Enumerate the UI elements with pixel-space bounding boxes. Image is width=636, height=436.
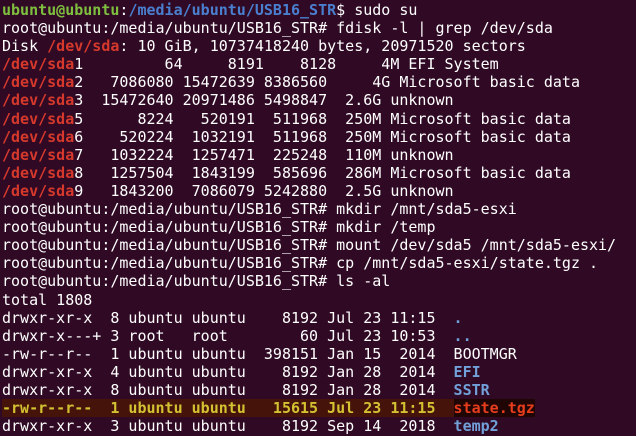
grep-match: /dev/sda (2, 181, 75, 200)
partition-fields: 1 64 8191 8128 4M EFI System (74, 55, 499, 74)
grep-match: /dev/sda (47, 37, 120, 56)
grep-match: /dev/sda (2, 55, 75, 74)
cwd-path: /media/ubuntu/USB16_STR (128, 1, 337, 19)
file-attributes: drwxr-xr-x 3 ubuntu ubuntu 8192 Sep 14 2… (2, 417, 454, 436)
dir-name: temp2 (453, 417, 499, 436)
file-attributes: -rw-r--r-- 1 ubuntu ubuntu 398151 Jan 15… (2, 344, 517, 363)
grep-match: /dev/sda (2, 109, 75, 128)
file-attributes: drwxr-xr-x 8 ubuntu ubuntu 8192 Jan 28 2… (2, 380, 454, 399)
partition-sda1: /dev/sda1 64 8191 8128 4M EFI System (2, 55, 636, 73)
partition-sda8: /dev/sda8 1257504 1843199 585696 286M Mi… (2, 164, 636, 182)
partition-fields: 9 1843200 7086079 5242880 2.5G unknown (74, 181, 454, 200)
command-text: root@ubuntu:/media/ubuntu/USB16_STR# ls … (2, 272, 391, 291)
dir-name: SSTR (453, 380, 490, 399)
dir-name: . (453, 308, 463, 327)
partition-sda3: /dev/sda3 15472640 20971486 5498847 2.6G… (2, 91, 636, 109)
ls-row-dot: drwxr-xr-x 8 ubuntu ubuntu 8192 Jul 23 1… (2, 309, 636, 327)
disk-info: Disk /dev/sda: 10 GiB, 10737418240 bytes… (2, 37, 636, 55)
command-text: root@ubuntu:/media/ubuntu/USB16_STR# cp … (2, 254, 599, 273)
ls-row-sstr: drwxr-xr-x 8 ubuntu ubuntu 8192 Jan 28 2… (2, 381, 636, 399)
file-attributes-highlighted: -rw-r--r-- 1 ubuntu ubuntu 15615 Jul 23 … (2, 399, 454, 418)
cmd-mkdir-mnt: root@ubuntu:/media/ubuntu/USB16_STR# mkd… (2, 200, 636, 218)
file-attributes: drwxr-xr-x 8 ubuntu ubuntu 8192 Jul 23 1… (2, 308, 454, 327)
grep-match: /dev/sda (2, 163, 75, 182)
partition-fields: 7 1032224 1257471 225248 110M unknown (74, 145, 454, 164)
output-text: : 10 GiB, 10737418240 bytes, 20971520 se… (119, 37, 526, 56)
user-host: ubuntu@ubuntu (2, 1, 120, 19)
partition-sda5: /dev/sda5 8224 520191 511968 250M Micros… (2, 110, 636, 128)
partition-fields: 3 15472640 20971486 5498847 2.6G unknown (74, 91, 454, 110)
cmd-sudo-su: ubuntu@ubuntu:/media/ubuntu/USB16_STR$ s… (2, 1, 636, 19)
ls-row-temp2: drwxr-xr-x 3 ubuntu ubuntu 8192 Sep 14 2… (2, 417, 636, 435)
grep-match: /dev/sda (2, 91, 75, 110)
cmd-cp-state-tgz: root@ubuntu:/media/ubuntu/USB16_STR# cp … (2, 254, 636, 272)
output-text: Disk (2, 37, 48, 56)
ls-row-efi: drwxr-xr-x 4 ubuntu ubuntu 8192 Jan 28 2… (2, 363, 636, 381)
grep-match: /dev/sda (2, 127, 75, 146)
partition-fields: 6 520224 1032191 511968 250M Microsoft b… (74, 127, 571, 146)
prompt-colon: : (119, 1, 129, 19)
ls-total: total 1808 (2, 291, 636, 309)
file-attributes: drwxr-x---+ 3 root root 60 Jul 23 10:53 (2, 326, 454, 345)
cmd-ls-al: root@ubuntu:/media/ubuntu/USB16_STR# ls … (2, 272, 636, 290)
command-text: root@ubuntu:/media/ubuntu/USB16_STR# fdi… (2, 19, 553, 38)
cmd-mkdir-temp: root@ubuntu:/media/ubuntu/USB16_STR# mkd… (2, 218, 636, 236)
file-attributes: drwxr-xr-x 4 ubuntu ubuntu 8192 Jan 28 2… (2, 362, 454, 381)
command-text: root@ubuntu:/media/ubuntu/USB16_STR# mou… (2, 236, 617, 255)
partition-sda7: /dev/sda7 1032224 1257471 225248 110M un… (2, 146, 636, 164)
ls-row-state-tgz-highlighted: -rw-r--r-- 1 ubuntu ubuntu 15615 Jul 23 … (2, 399, 636, 418)
command-text: root@ubuntu:/media/ubuntu/USB16_STR# mkd… (2, 200, 517, 219)
archive-file-name: state.tgz (453, 399, 535, 418)
grep-match: /dev/sda (2, 145, 75, 164)
output-text: total 1808 (2, 290, 93, 309)
grep-match: /dev/sda (2, 73, 75, 92)
partition-fields: 2 7086080 15472639 8386560 4G Microsoft … (74, 73, 580, 92)
partition-fields: 8 1257504 1843199 585696 286M Microsoft … (74, 163, 571, 182)
cmd-fdisk-grep: root@ubuntu:/media/ubuntu/USB16_STR# fdi… (2, 19, 636, 37)
ls-row-dotdot: drwxr-x---+ 3 root root 60 Jul 23 10:53 … (2, 327, 636, 345)
partition-sda6: /dev/sda6 520224 1032191 511968 250M Mic… (2, 128, 636, 146)
command-text: root@ubuntu:/media/ubuntu/USB16_STR# mkd… (2, 218, 436, 237)
partition-sda2: /dev/sda2 7086080 15472639 8386560 4G Mi… (2, 73, 636, 91)
dir-name: .. (453, 326, 472, 345)
dir-name: EFI (453, 362, 481, 381)
cmd-mount: root@ubuntu:/media/ubuntu/USB16_STR# mou… (2, 236, 636, 254)
partition-fields: 5 8224 520191 511968 250M Microsoft basi… (74, 109, 571, 128)
command-text: $ sudo su (336, 1, 418, 19)
partition-sda9: /dev/sda9 1843200 7086079 5242880 2.5G u… (2, 182, 636, 200)
ls-row-bootmgr: -rw-r--r-- 1 ubuntu ubuntu 398151 Jan 15… (2, 345, 636, 363)
